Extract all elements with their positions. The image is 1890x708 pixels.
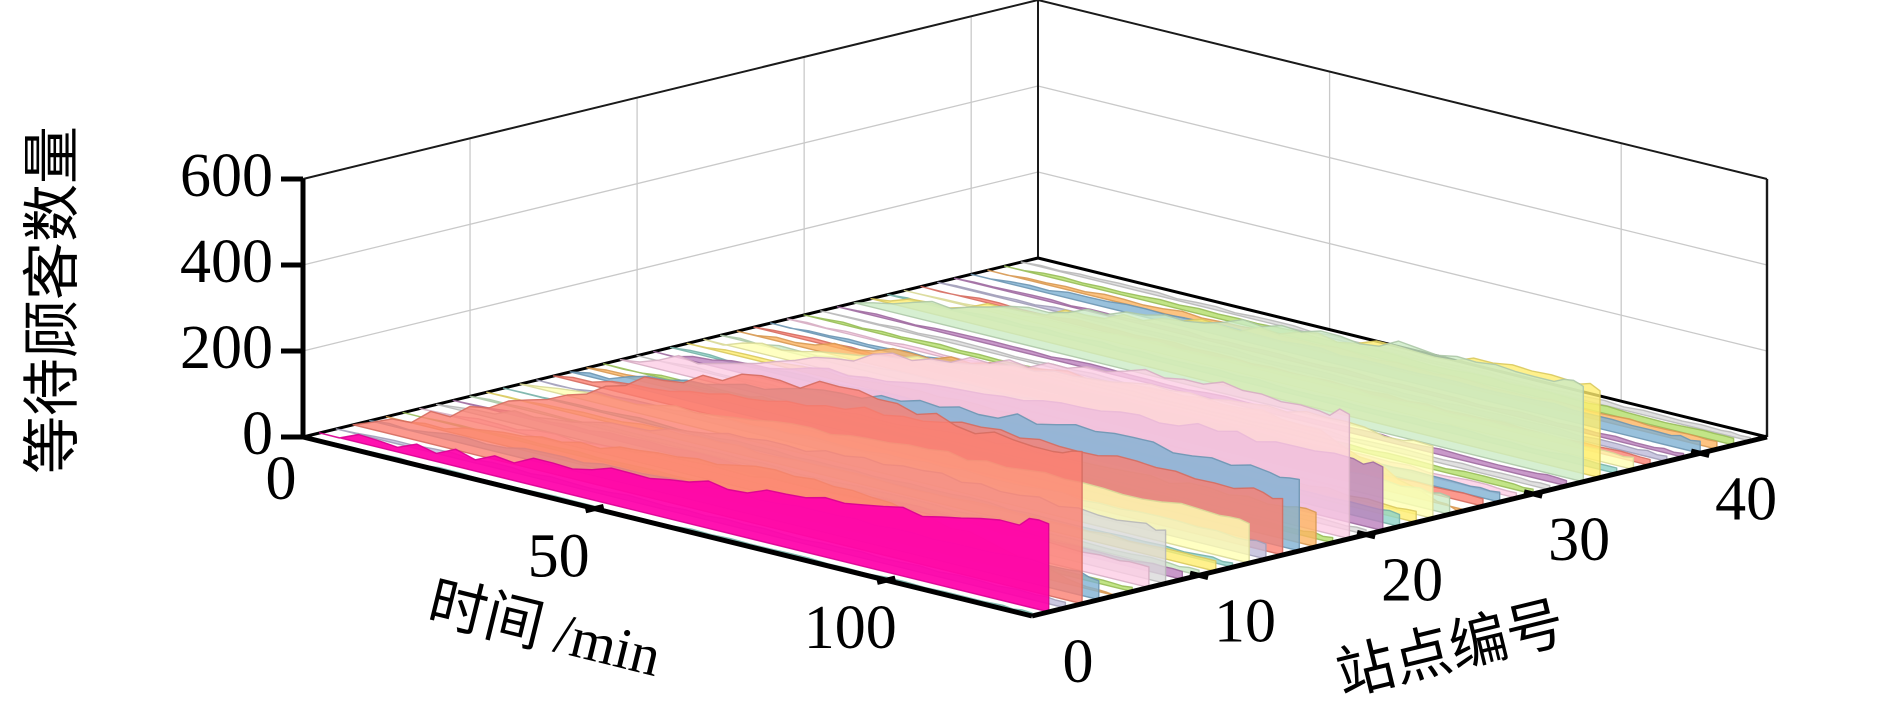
y-tick-label-0: 0 (1063, 628, 1094, 696)
x-tick-label-50: 50 (528, 523, 590, 591)
grid-left-wall-z-400 (302, 85, 1039, 266)
y-axis-title: 站点编号 (1330, 590, 1571, 708)
y-tick-label-20: 20 (1381, 547, 1443, 615)
z-axis-title: 等待顾客数量 (20, 126, 85, 474)
z-tick-label-400: 400 (180, 228, 273, 296)
y-tick-label-30: 30 (1548, 506, 1610, 574)
y-tick-label-40: 40 (1715, 465, 1777, 533)
wall-gridlines (302, 16, 1768, 402)
z-tick-label-200: 200 (180, 314, 273, 382)
station-ribbons (302, 261, 1752, 617)
y-tick-30 (1523, 489, 1543, 499)
y-tick-40 (1690, 448, 1710, 458)
z-tick-label-0: 0 (242, 400, 273, 468)
grid-right-wall-z-400 (1037, 85, 1768, 266)
x-tick-50 (585, 503, 605, 514)
axis-spines (300, 179, 1768, 619)
ribbon-station-1 (319, 432, 1050, 613)
spine-station-axis (1031, 434, 1768, 619)
x-tick-label-0: 0 (266, 445, 297, 513)
y-tick-10 (1189, 570, 1209, 580)
x-tick-100 (876, 575, 896, 585)
grid-left-wall-z-200 (302, 171, 1039, 352)
spine-time-axis (302, 434, 1033, 619)
tick-labels: 0 200 400 600 0 50 100 0 10 20 30 40 (180, 142, 1777, 696)
x-tick-label-100: 100 (804, 594, 897, 662)
y-tick-label-10: 10 (1214, 587, 1276, 655)
edge-top-left (302, 0, 1039, 180)
y-tick-20 (1356, 530, 1376, 540)
z-tick-label-600: 600 (180, 142, 273, 210)
grid-right-wall-z-200 (1037, 171, 1768, 352)
axis-ticks (281, 176, 1710, 585)
edge-top-right (1037, 0, 1768, 180)
